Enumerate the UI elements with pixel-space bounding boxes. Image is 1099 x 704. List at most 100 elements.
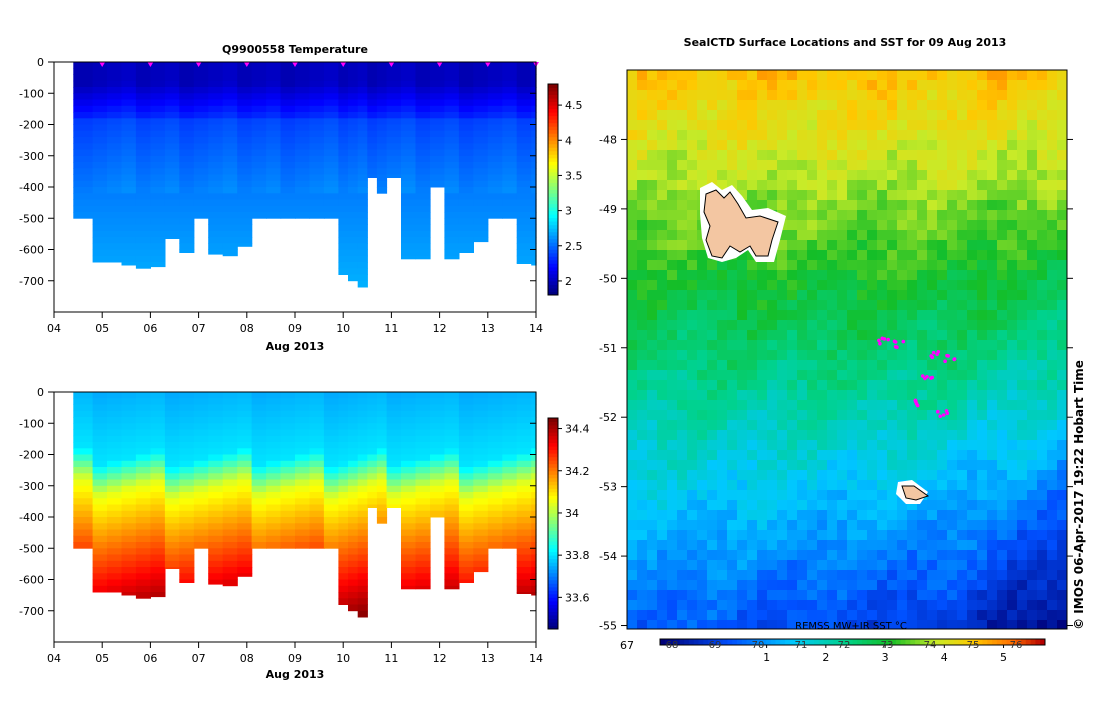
sst-cell (737, 350, 748, 361)
profile-cell (150, 212, 166, 219)
sst-cell (707, 410, 718, 421)
profile-cell (164, 554, 180, 562)
profile-cell (458, 99, 474, 107)
profile-cell (338, 74, 349, 82)
map-y-tick-label: -52 (599, 411, 617, 424)
sst-cell (997, 390, 1008, 401)
profile-cell (135, 118, 151, 125)
sst-cell (977, 340, 988, 351)
profile-cell (222, 187, 238, 194)
profile-cell (73, 199, 94, 207)
profile-cell (164, 118, 180, 125)
sst-cell (1057, 600, 1068, 611)
profile-cell (338, 224, 349, 232)
sst-cell (637, 230, 648, 241)
sst-cell (917, 360, 928, 371)
sst-fahrenheit-tick-label: 72 (838, 640, 851, 651)
sst-colorbar-step (953, 639, 959, 645)
colorbar-step (548, 291, 558, 296)
profile-cell (121, 205, 137, 213)
sst-cell (697, 90, 708, 101)
sst-cell (887, 620, 898, 630)
sst-cell (927, 570, 938, 581)
profile-cell (458, 435, 474, 443)
profile-cell (357, 268, 368, 275)
sst-cell (827, 470, 838, 481)
sst-cell (697, 120, 708, 131)
sst-cell (877, 160, 888, 171)
sst-cell (897, 170, 908, 181)
sst-cell (987, 500, 998, 511)
sst-cell (767, 310, 778, 321)
sst-cell (647, 510, 658, 521)
sst-cell (907, 580, 918, 591)
sst-cell (1027, 320, 1038, 331)
sst-cell (647, 300, 658, 311)
sst-cell (787, 200, 798, 211)
sst-cell (867, 330, 878, 341)
profile-cell (179, 237, 195, 244)
sst-cell (967, 590, 978, 601)
sst-cell (1047, 240, 1058, 251)
sst-cell (807, 540, 818, 551)
sst-cell (697, 280, 708, 291)
profile-cell (135, 492, 151, 499)
sst-cell (767, 610, 778, 621)
sst-cell (717, 140, 728, 151)
sst-cell (787, 620, 798, 630)
profile-cell (121, 74, 137, 82)
colorbar-step (548, 460, 558, 465)
sst-cell (647, 620, 658, 630)
profile-cell (458, 205, 474, 213)
sst-cell (777, 390, 788, 401)
profile-cell (135, 230, 151, 238)
sst-cell (1057, 430, 1068, 441)
sst-cell (727, 260, 738, 271)
profile-cell (357, 592, 368, 599)
sst-cell (907, 590, 918, 601)
sst-cell (857, 100, 868, 111)
colorbar-step (548, 565, 558, 570)
profile-cell (208, 112, 224, 119)
sst-cell (777, 80, 788, 91)
sst-cell (927, 540, 938, 551)
sst-cell (867, 240, 878, 251)
profile-cell (401, 143, 417, 150)
profile-cell (401, 212, 417, 219)
sst-cell (827, 130, 838, 141)
sst-cell (627, 350, 638, 361)
sst-cell (897, 610, 908, 621)
profile-cell (222, 80, 238, 88)
profile-cell (367, 130, 378, 138)
profile-cell (237, 467, 253, 474)
profile-cell (367, 62, 378, 69)
profile-cell (208, 479, 224, 487)
sst-cell (957, 360, 968, 371)
sst-cell (637, 390, 648, 401)
colorbar-step (548, 618, 558, 623)
profile-cell (376, 155, 388, 163)
sst-cell (937, 460, 948, 471)
profile-cell (516, 118, 532, 125)
profile-cell (357, 579, 368, 587)
sst-cell (937, 420, 948, 431)
profile-cell (164, 548, 180, 555)
profile-cell (164, 80, 180, 88)
sst-cell (1057, 610, 1068, 621)
profile-cell (237, 174, 253, 182)
sst-cell (937, 510, 948, 521)
profile-cell (458, 454, 474, 462)
sst-cell (687, 560, 698, 571)
profile-cell (92, 80, 108, 88)
sst-cell (747, 380, 758, 391)
profile-cell (348, 112, 359, 119)
colorbar-step (548, 551, 558, 556)
sst-cell (1017, 400, 1028, 411)
sst-cell (667, 370, 678, 381)
sst-cell (727, 590, 738, 601)
sst-cell (737, 310, 748, 321)
sst-cell (1017, 500, 1028, 511)
profile-cell (376, 517, 388, 524)
sst-cell (967, 390, 978, 401)
profile-cell (367, 454, 378, 462)
